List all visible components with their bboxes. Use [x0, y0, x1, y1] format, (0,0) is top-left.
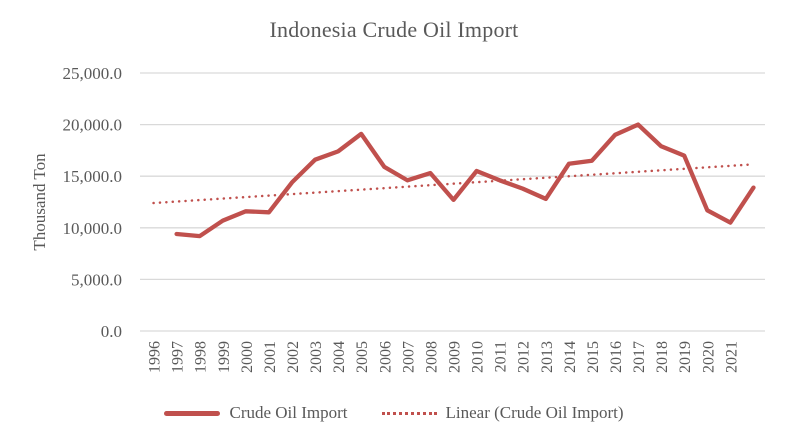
- x-tick-label: 2021: [723, 341, 740, 373]
- x-tick-label: 2013: [539, 341, 556, 373]
- x-tick-label: 2016: [608, 341, 625, 373]
- y-tick-label: 0.0: [101, 322, 122, 341]
- x-tick-label: 2004: [331, 341, 348, 373]
- x-tick-label: 2011: [493, 341, 510, 372]
- y-tick-label: 5,000.0: [71, 270, 122, 289]
- solid-line-swatch-icon: [164, 410, 221, 416]
- x-tick-label: 2015: [585, 341, 602, 373]
- x-tick-label: 2002: [285, 341, 302, 373]
- legend-item-crude-oil-import: Crude Oil Import: [164, 403, 348, 423]
- x-tick-label: 2020: [700, 341, 717, 373]
- x-tick-label: 2007: [400, 341, 417, 373]
- y-tick-label: 15,000.0: [63, 167, 123, 186]
- legend: Crude Oil Import Linear (Crude Oil Impor…: [0, 403, 788, 423]
- x-tick-label: 1996: [147, 341, 164, 373]
- y-axis-title: Thousand Ton: [30, 153, 49, 251]
- x-tick-label: 2005: [354, 341, 371, 373]
- y-tick-label: 10,000.0: [63, 219, 123, 238]
- x-tick-label: 1997: [170, 341, 187, 373]
- trendline-linear: [152, 163, 755, 205]
- x-tick-label: 2014: [562, 341, 579, 373]
- legend-item-linear-trend: Linear (Crude Oil Import): [381, 403, 624, 423]
- x-tick-label: 2010: [470, 341, 487, 373]
- x-tick-label: 2006: [377, 341, 394, 373]
- legend-label: Crude Oil Import: [229, 403, 348, 422]
- y-tick-label: 25,000.0: [63, 64, 123, 83]
- legend-label: Linear (Crude Oil Import): [445, 403, 624, 422]
- x-tick-label: 2019: [677, 341, 694, 373]
- x-tick-label: 2018: [654, 341, 671, 373]
- x-tick-label: 2003: [308, 341, 325, 373]
- x-tick-label: 2008: [423, 341, 440, 373]
- x-tick-label: 2012: [516, 341, 533, 373]
- x-tick-label: 2017: [631, 341, 648, 373]
- x-tick-label: 1998: [193, 341, 210, 373]
- chart-title: Indonesia Crude Oil Import: [269, 17, 519, 42]
- dotted-line-swatch-icon: [381, 411, 437, 415]
- x-tick-label: 2000: [239, 341, 256, 373]
- x-tick-label: 2009: [447, 341, 464, 373]
- x-tick-label: 2001: [262, 341, 279, 373]
- y-tick-label: 20,000.0: [63, 116, 123, 135]
- x-tick-label: 1999: [216, 341, 233, 373]
- crude-oil-import-line: [174, 122, 756, 239]
